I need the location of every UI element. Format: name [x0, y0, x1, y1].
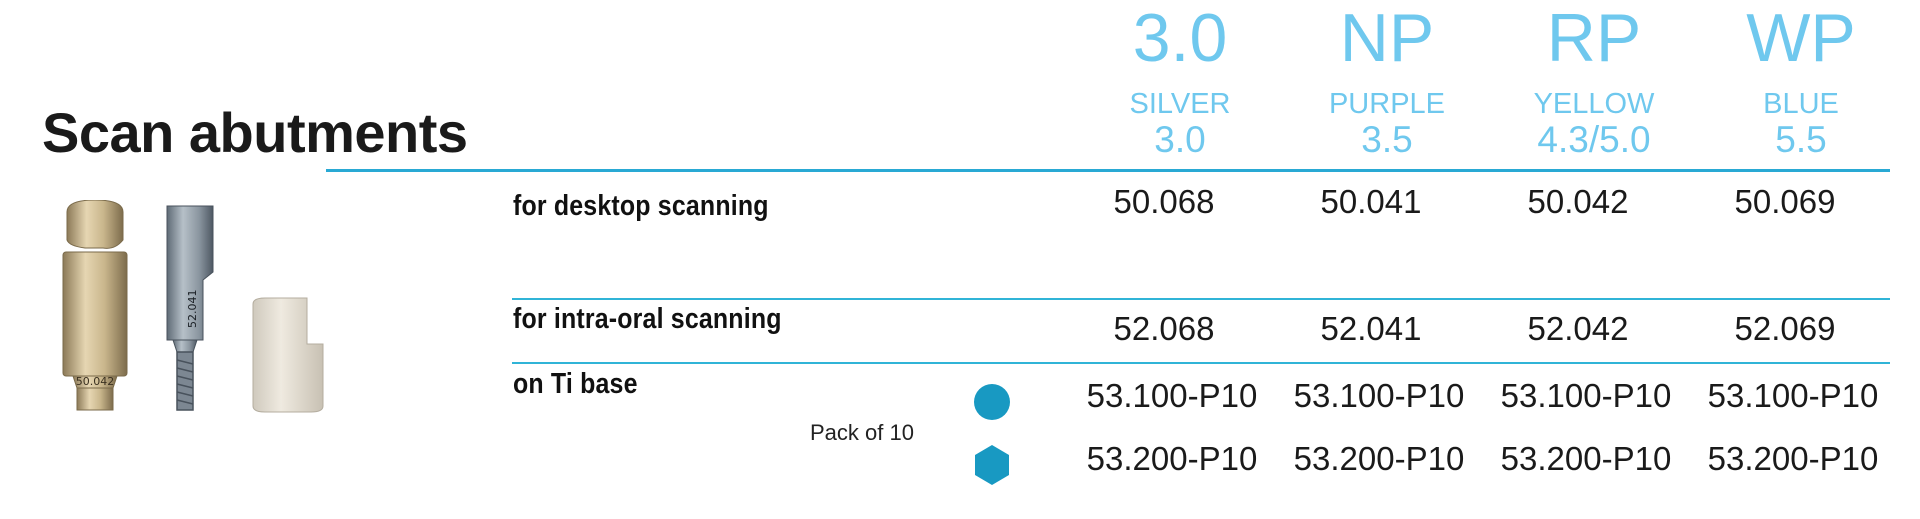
row-divider: [512, 362, 1890, 364]
column-code: RP: [1546, 0, 1642, 76]
cell-value: 52.069: [1734, 310, 1836, 347]
column-diameter: 3.5: [1361, 119, 1413, 160]
cell-value: 53.200-P10: [1086, 440, 1258, 477]
cell-value: 53.200-P10: [1707, 440, 1879, 477]
column-color: PURPLE: [1328, 88, 1446, 120]
column-color: YELLOW: [1533, 88, 1655, 120]
row-label-intraoral: for intra-oral scanning: [513, 303, 782, 335]
gold-abutment-label: 50.042: [76, 375, 115, 388]
column-diameter: 5.5: [1775, 119, 1827, 160]
row-divider: [512, 298, 1890, 300]
column-code: 3.0: [1132, 0, 1228, 76]
page-title: Scan abutments: [42, 101, 468, 164]
circle-icon: [974, 384, 1010, 420]
pack-label: Pack of 10: [810, 420, 914, 445]
cell-value: 53.100-P10: [1707, 377, 1879, 414]
cell-value: 50.069: [1734, 183, 1836, 220]
cell-value: 52.042: [1527, 310, 1629, 347]
cell-value: 52.041: [1320, 310, 1422, 347]
column-code: NP: [1339, 0, 1435, 76]
column-diameter: 3.0: [1154, 119, 1206, 160]
column-code: WP: [1746, 0, 1856, 76]
hexagon-icon: [975, 445, 1009, 485]
column-color: SILVER: [1129, 88, 1231, 120]
cell-value: 53.100-P10: [1500, 377, 1672, 414]
cell-value: 53.100-P10: [1086, 377, 1258, 414]
column-header-3-0: 3.0 SILVER 3.0: [1080, 0, 1280, 158]
grey-abutment-label: 52.041: [186, 290, 199, 329]
column-header-np: NP PURPLE 3.5: [1287, 0, 1487, 158]
row-label-ti-base: on Ti base: [513, 368, 638, 400]
column-diameter: 4.3/5.0: [1537, 119, 1651, 160]
cell-value: 52.068: [1113, 310, 1215, 347]
column-header-wp: WP BLUE 5.5: [1701, 0, 1901, 158]
cell-value: 50.042: [1527, 183, 1629, 220]
cell-value: 50.068: [1113, 183, 1215, 220]
column-color: BLUE: [1763, 88, 1839, 120]
cell-value: 53.200-P10: [1500, 440, 1672, 477]
scan-abutment-product-image: 50.042 52.041: [62, 200, 324, 413]
cell-value: 53.200-P10: [1293, 440, 1465, 477]
cell-value: 53.100-P10: [1293, 377, 1465, 414]
cell-value: 50.041: [1320, 183, 1422, 220]
header-divider: [326, 169, 1890, 172]
row-label-desktop: for desktop scanning: [513, 190, 769, 222]
column-header-rp: RP YELLOW 4.3/5.0: [1494, 0, 1694, 158]
